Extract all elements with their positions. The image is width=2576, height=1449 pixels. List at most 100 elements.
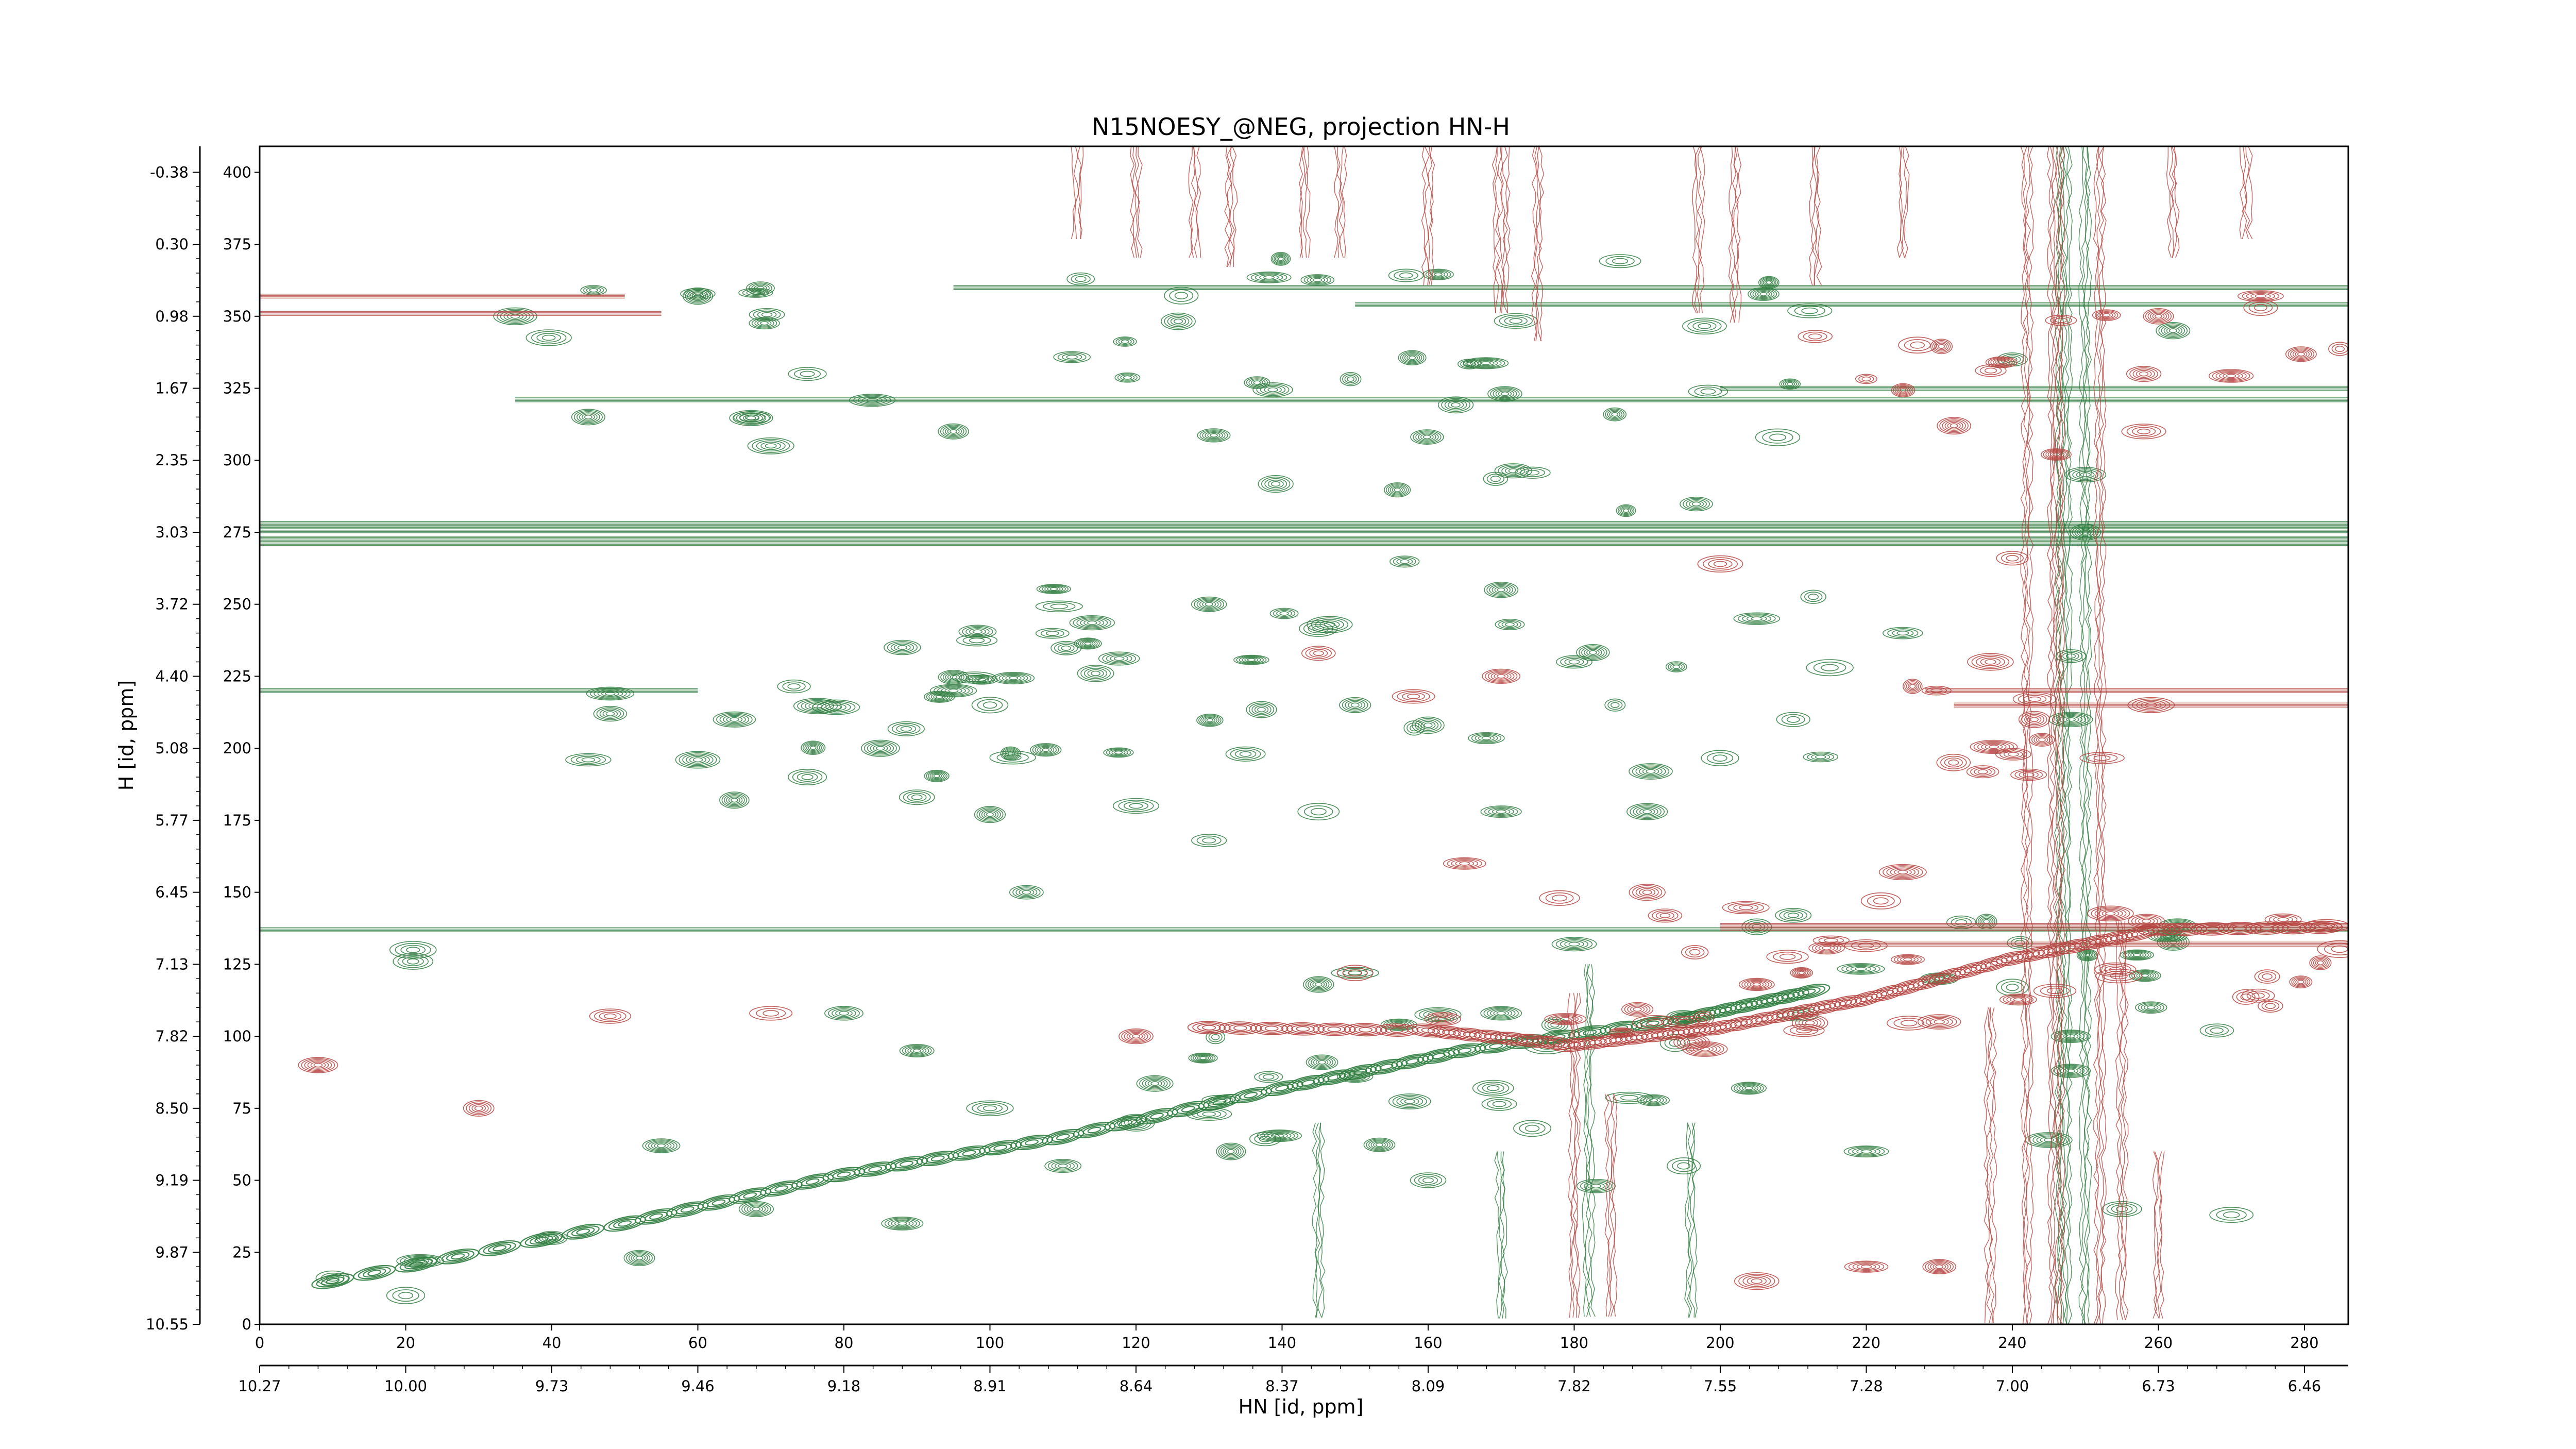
- positive-cluster-peak: [1642, 768, 1659, 775]
- positive-diagonal-peak: [446, 1252, 470, 1261]
- positive-peak: [894, 644, 911, 651]
- positive-peak: [2066, 1068, 2076, 1073]
- positive-peak: [974, 806, 1006, 823]
- negative-cluster-peak: [2208, 369, 2254, 383]
- negative-diagonal-peak: [1442, 1030, 1456, 1036]
- positive-peak: [1551, 937, 1597, 952]
- positive-peak: [2068, 468, 2103, 481]
- positive-peak: [2076, 470, 2095, 479]
- positive-peak: [623, 1250, 655, 1267]
- negative-peak: [1883, 865, 1923, 879]
- positive-cluster-peak: [1255, 273, 1283, 282]
- positive-peak: [315, 1270, 350, 1286]
- y-index-tick-label: 0: [242, 1316, 251, 1333]
- negative-cluster-peak: [1985, 356, 2018, 368]
- negative-vertical-ridge: [2242, 146, 2247, 240]
- positive-cluster-peak: [1766, 280, 1772, 285]
- x-axis-ppm: 10.27 10.00 9.73 9.46 9.18 8.91 8.64 8.37 8.09 7.…: [238, 1364, 2348, 1395]
- positive-cluster-peak: [802, 742, 824, 754]
- negative-diagonal-peak: [1975, 957, 2008, 971]
- positive-peak: [1414, 1174, 1443, 1187]
- positive-cluster-peak: [849, 394, 896, 407]
- negative-vertical-ridge: [2023, 146, 2029, 1324]
- positive-cluster-peak: [1254, 705, 1269, 714]
- negative-vertical-ridge: [1499, 146, 1505, 314]
- x-index-tick-label: 200: [1706, 1334, 1734, 1352]
- positive-vertical-ridge: [2057, 146, 2063, 1324]
- positive-peak: [400, 945, 426, 955]
- negative-diagonal-peak: [2068, 943, 2082, 950]
- positive-cluster-peak: [1392, 1094, 1427, 1108]
- negative-vertical-ridge: [1536, 146, 1542, 342]
- positive-peak: [948, 688, 959, 693]
- x-index-tick-label: 220: [1852, 1334, 1880, 1352]
- negative-peak: [589, 1008, 632, 1024]
- positive-peak: [2050, 1030, 2091, 1043]
- negative-cluster-peak: [1733, 903, 1759, 912]
- negative-diagonal-peak: [1296, 1026, 1310, 1032]
- negative-peak: [474, 1105, 483, 1111]
- positive-peak: [403, 1256, 437, 1266]
- negative-peak: [2145, 702, 2157, 708]
- negative-diagonal-peak: [1850, 992, 1883, 1006]
- negative-diagonal-peak: [1380, 1024, 1414, 1036]
- positive-peak: [651, 1141, 672, 1150]
- positive-cluster-peak: [1261, 476, 1291, 492]
- negative-peak: [313, 1063, 323, 1068]
- positive-peak: [801, 774, 814, 780]
- y-index-tick-label: 250: [223, 596, 251, 613]
- positive-cluster-peak: [1466, 358, 1505, 368]
- positive-peak: [397, 955, 429, 968]
- x-axis-title: HN [id, ppm]: [1239, 1395, 1364, 1418]
- positive-cluster-peak: [1620, 1094, 1639, 1101]
- positive-peak: [828, 1007, 860, 1020]
- negative-peak: [1437, 1017, 1448, 1022]
- positive-peak: [1216, 1142, 1246, 1160]
- positive-cluster-peak: [887, 721, 925, 736]
- negative-cluster-peak: [2033, 735, 2050, 745]
- positive-peak: [402, 956, 424, 967]
- positive-diagonal-peak: [837, 1171, 851, 1178]
- positive-peak: [1310, 807, 1327, 816]
- negative-peak: [1734, 1272, 1780, 1290]
- positive-cluster-peak: [1640, 1095, 1667, 1105]
- positive-cluster-peak: [1513, 1120, 1552, 1137]
- negative-peak: [1860, 892, 1901, 909]
- positive-peak: [320, 1272, 345, 1284]
- negative-cluster-peak: [1616, 1030, 1628, 1035]
- positive-cluster-peak: [1385, 483, 1409, 497]
- positive-peak: [899, 1044, 935, 1058]
- negative-diagonal-peak: [1667, 1028, 1690, 1037]
- positive-cluster-peak: [1264, 478, 1287, 490]
- negative-vertical-ridge: [1429, 146, 1435, 286]
- positive-cluster-peak: [1002, 674, 1025, 682]
- negative-peak: [1497, 674, 1506, 679]
- positive-peak: [835, 1009, 853, 1017]
- negative-cluster-peak: [1548, 1014, 1583, 1024]
- y-ppm-tick-label: 3.03: [155, 524, 189, 541]
- positive-cluster-peak: [729, 410, 773, 426]
- y-ppm-tick-label: 0.98: [155, 308, 189, 325]
- negative-diagonal-peak: [1416, 1026, 1440, 1035]
- positive-peak: [861, 739, 900, 757]
- positive-cluster-peak: [1113, 336, 1137, 347]
- positive-cluster-peak: [1083, 619, 1101, 626]
- positive-cluster-peak: [1845, 965, 1876, 973]
- positive-cluster-peak: [1204, 717, 1215, 723]
- positive-peak: [788, 769, 827, 786]
- negative-peak: [2047, 450, 2065, 459]
- negative-cluster-peak: [2012, 692, 2057, 706]
- negative-peak: [2248, 301, 2273, 314]
- negative-cluster-peak: [1676, 1035, 1707, 1050]
- positive-peak: [1202, 1111, 1216, 1117]
- positive-cluster-peak: [1410, 429, 1444, 445]
- negative-diagonal-peak: [1495, 1033, 1529, 1044]
- negative-diagonal-peak: [1479, 1032, 1503, 1041]
- positive-cluster-peak: [2162, 919, 2194, 932]
- positive-peak: [1779, 909, 1807, 921]
- negative-diagonal-peak: [1625, 1033, 1649, 1042]
- positive-peak: [1745, 920, 1769, 934]
- positive-vertical-ridge: [1589, 964, 1596, 1317]
- y-axis-index: 0255075100125150175200225250275300325350…: [223, 163, 260, 1333]
- positive-peak: [1493, 1010, 1509, 1017]
